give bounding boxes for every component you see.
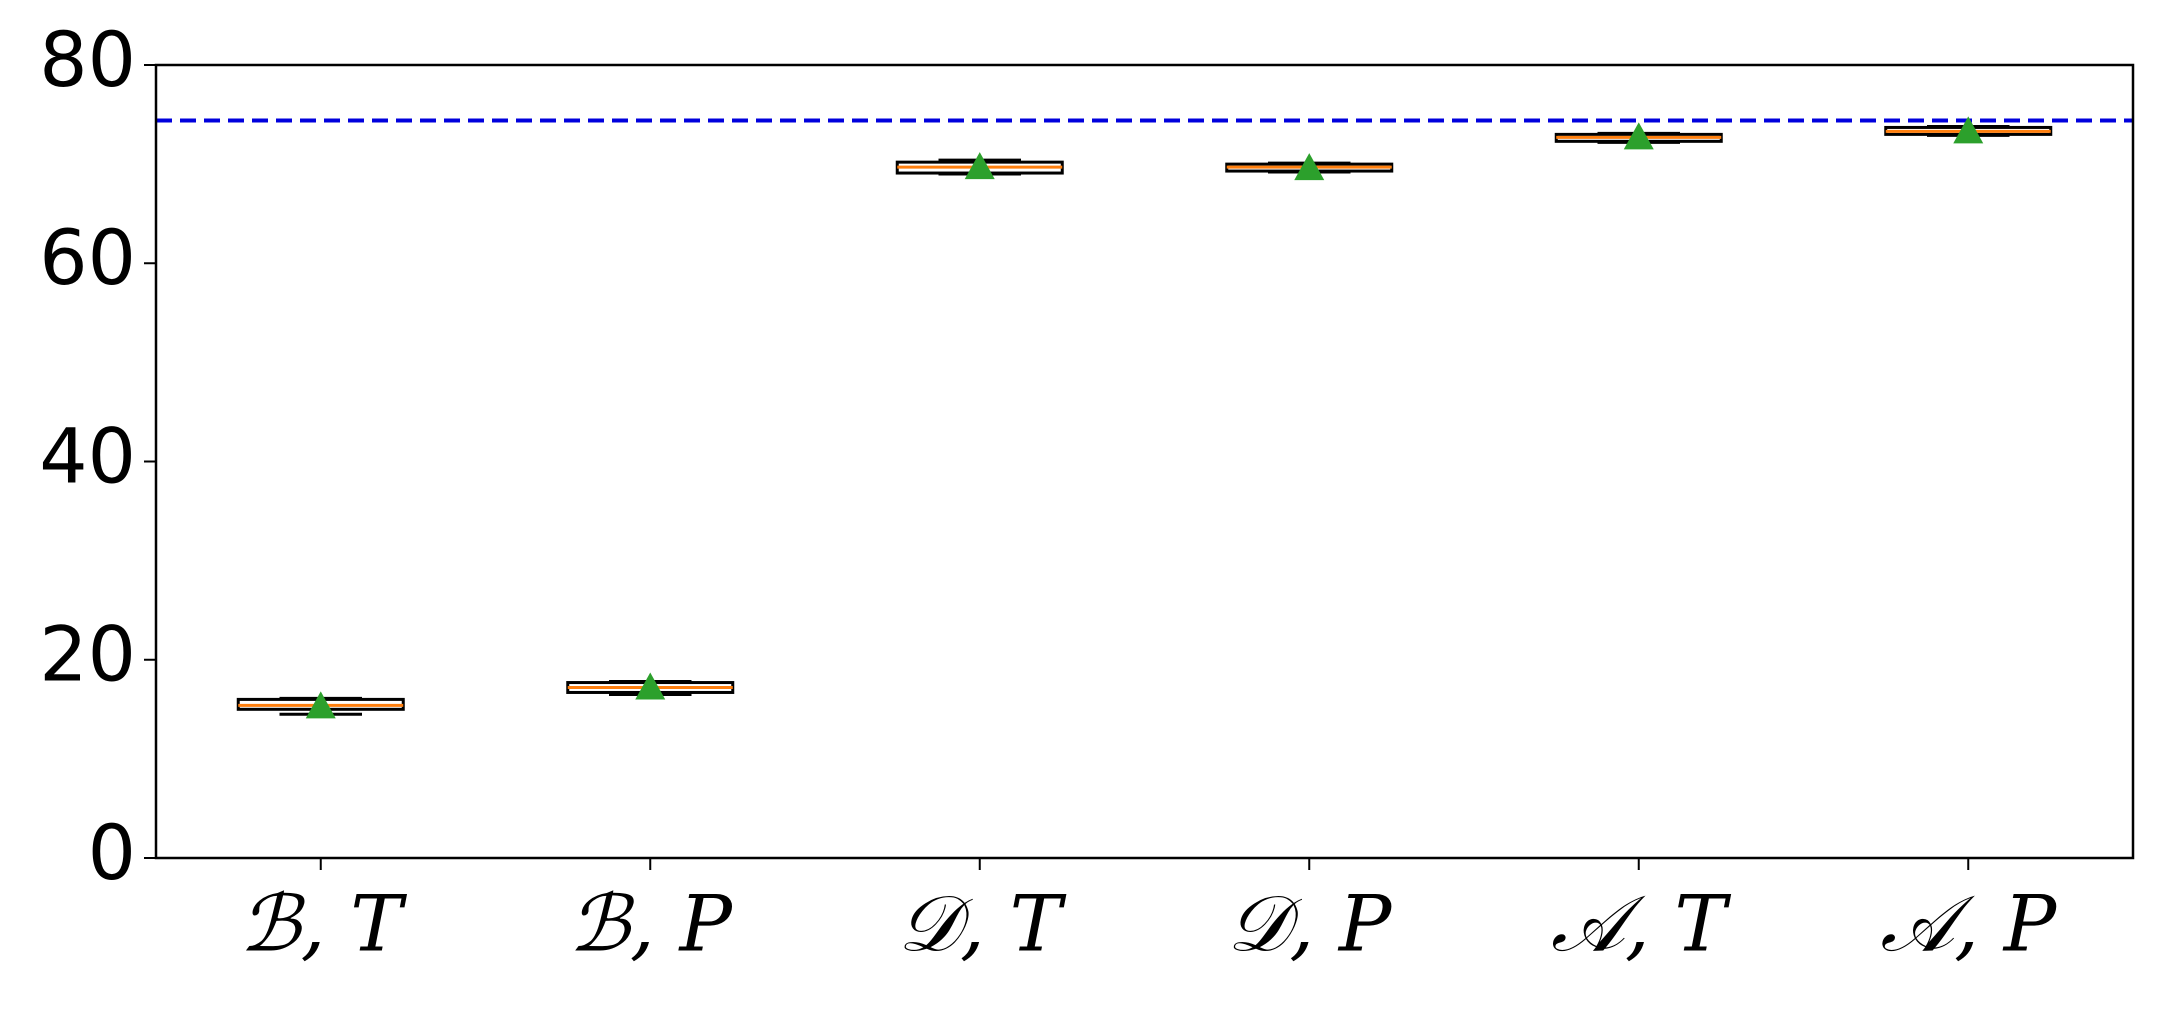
x-tick-label: 𝒜, 𝑃 xyxy=(1880,880,2057,970)
x-tick-label: 𝒜, 𝑇 xyxy=(1551,880,1731,970)
y-tick-label: 0 xyxy=(88,808,136,897)
plot-frame xyxy=(154,63,2135,860)
x-tick-label: ℬ, 𝑇 xyxy=(239,880,407,970)
x-tick-label: 𝒟, 𝑃 xyxy=(1227,880,1393,970)
mean-marker xyxy=(1294,153,1325,181)
y-tick-label: 20 xyxy=(39,610,136,699)
y-tick-label: 80 xyxy=(39,15,136,104)
y-tick-label: 60 xyxy=(39,213,136,302)
x-tick-label: ℬ, 𝑃 xyxy=(569,880,734,970)
y-tick-label: 40 xyxy=(39,411,136,500)
mean-marker xyxy=(964,152,995,180)
mean-marker xyxy=(1623,122,1654,150)
mean-marker xyxy=(1953,116,1984,144)
mean-marker xyxy=(635,672,666,700)
mean-marker xyxy=(305,691,336,719)
x-tick-label: 𝒟, 𝑇 xyxy=(898,880,1067,970)
